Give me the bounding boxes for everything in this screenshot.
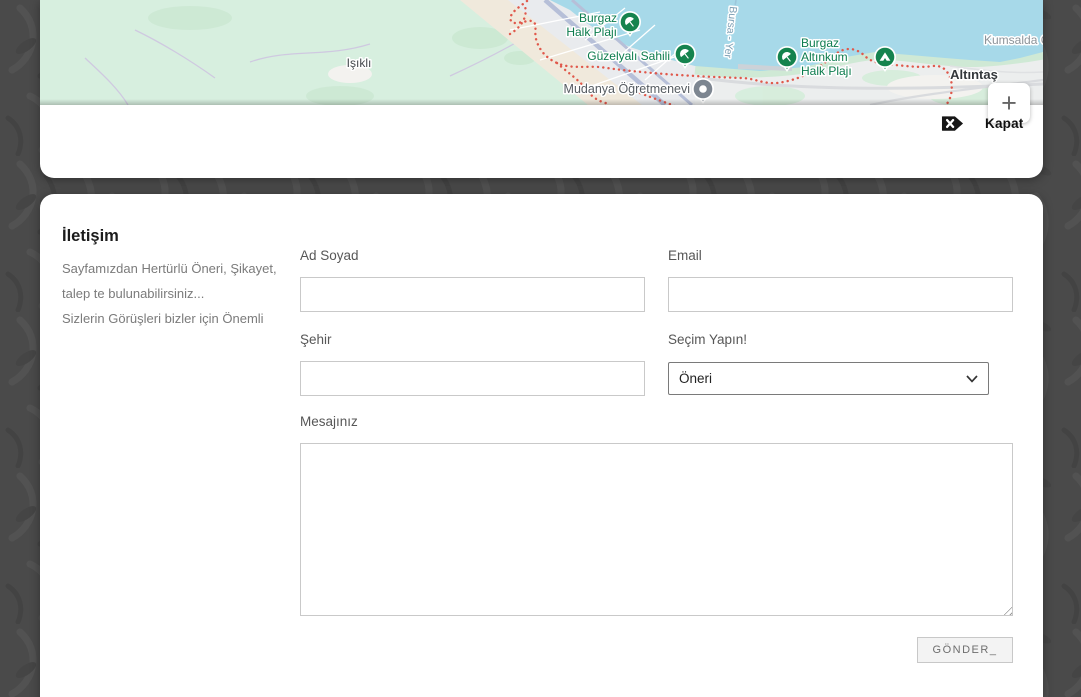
poi-marker-icon[interactable] xyxy=(692,78,714,105)
map-label-altintas: Altıntaş xyxy=(950,67,998,82)
map-village-patches xyxy=(328,65,983,99)
contact-description-line: talep te bulunabilirsiniz... xyxy=(62,286,205,301)
contact-card: İletişim Sayfamızdan Hertürlü Öneri, Şik… xyxy=(40,194,1043,697)
map-label-guzelyali-sahili: Güzelyalı Sahili xyxy=(587,49,670,63)
map-place-labels: Burgaz Halk Plajı Güzelyalı Sahili Mudan… xyxy=(345,10,1043,98)
name-field[interactable] xyxy=(300,277,645,312)
map-label-burgaz-altinkum-2: Altınkum xyxy=(801,50,848,64)
map-canvas[interactable]: Bursa - Yer Burgaz Halk Plajı Güzelyalı … xyxy=(40,0,1043,105)
email-label: Email xyxy=(668,248,702,263)
contact-description-line: Sayfamızdan Hertürlü Öneri, Şikayet, xyxy=(62,261,277,276)
map-label-burgaz-altinkum-3: Halk Plajı xyxy=(801,64,852,78)
kapat-label: Kapat xyxy=(985,116,1024,131)
contact-description: Sayfamızdan Hertürlü Öneri, Şikayet, tal… xyxy=(62,256,287,331)
name-label: Ad Soyad xyxy=(300,248,359,263)
message-label: Mesajınız xyxy=(300,414,358,429)
topic-select[interactable]: Öneri xyxy=(668,362,989,395)
topic-select-label: Seçim Yapın! xyxy=(668,332,748,347)
message-field[interactable] xyxy=(300,443,1013,616)
beach-marker-icon[interactable] xyxy=(776,46,798,73)
map-zoom-in-button[interactable]: + xyxy=(988,83,1030,123)
map-label-kumsalda: Kumsalda Ç xyxy=(984,33,1043,47)
city-field[interactable] xyxy=(300,361,645,396)
map-bottom-shadow xyxy=(40,99,1043,105)
map-ferry-line xyxy=(726,0,737,57)
topic-select-wrap: Öneri xyxy=(668,362,989,395)
map-sand-band xyxy=(460,0,642,105)
map-label-burgaz-halk-plaji: Burgaz xyxy=(579,11,617,25)
map-label-burgaz-altinkum: Burgaz xyxy=(801,36,839,50)
map-pier xyxy=(738,64,792,71)
kapat-button[interactable]: Kapat xyxy=(939,113,1026,134)
close-tag-icon xyxy=(941,115,964,132)
email-field[interactable] xyxy=(668,277,1013,312)
map-embed[interactable]: Bursa - Yer Burgaz Halk Plajı Güzelyalı … xyxy=(40,0,1043,105)
submit-button[interactable]: GÖNDER_ xyxy=(917,637,1013,663)
page-title: İletişim xyxy=(62,227,119,245)
map-label-burgaz-halk-plaji-2: Halk Plajı xyxy=(566,25,617,39)
contact-description-line: Sizlerin Görüşleri bizler için Önemli xyxy=(62,311,264,326)
map-card: Bursa - Yer Burgaz Halk Plajı Güzelyalı … xyxy=(40,0,1043,178)
map-label-mudanya-ogretmenevi: Mudanya Öğretmenevi xyxy=(564,82,690,96)
map-water xyxy=(550,0,1043,71)
beach-marker-icon[interactable] xyxy=(619,11,641,38)
plus-icon: + xyxy=(1001,88,1017,118)
city-label: Şehir xyxy=(300,332,332,347)
map-label-isikli: Işıklı xyxy=(347,56,372,70)
camping-marker-icon[interactable] xyxy=(874,46,896,73)
beach-marker-icon[interactable] xyxy=(674,43,696,70)
